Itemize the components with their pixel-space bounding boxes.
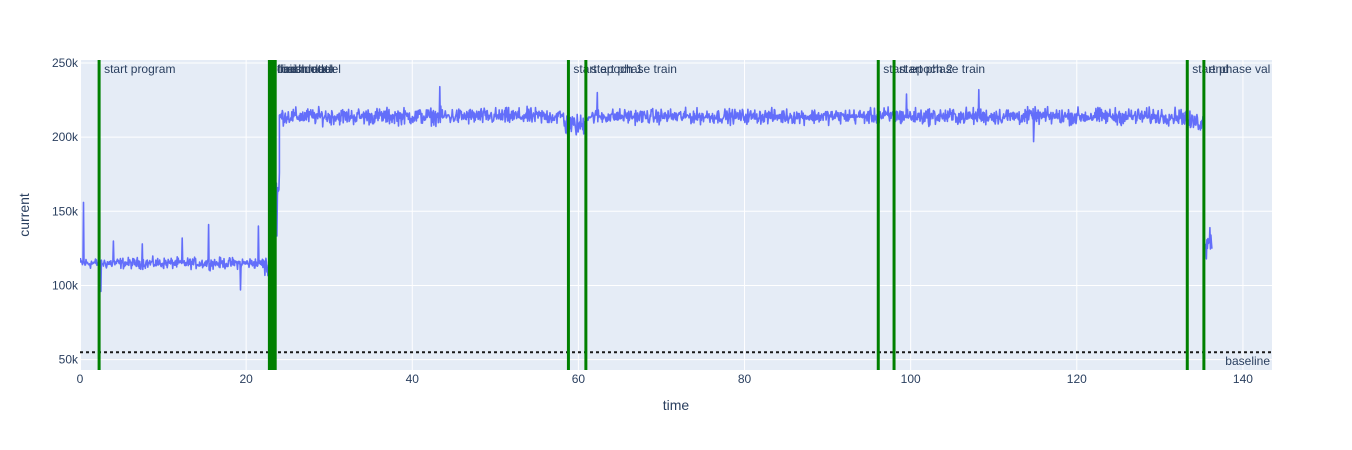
y-tick-label: 250k [52, 56, 79, 70]
vertical-marker-label: start program [104, 62, 175, 76]
grid [79, 60, 1272, 370]
vertical-marker-label: start phase train [899, 62, 985, 76]
x-tick-label: 60 [572, 372, 586, 386]
y-tick-label: 200k [52, 130, 79, 144]
x-tick-label: 20 [239, 372, 253, 386]
y-tick-label: 50k [59, 353, 79, 367]
x-tick-label: 100 [901, 372, 921, 386]
vertical-marker-label: start phase train [591, 62, 677, 76]
x-tick-label: 120 [1067, 372, 1087, 386]
x-tick-label: 140 [1233, 372, 1253, 386]
x-tick-label: 40 [406, 372, 420, 386]
plot-area [80, 60, 1272, 370]
vertical-marker-label: start epoch 2 [883, 62, 953, 76]
x-tick-label: 80 [738, 372, 752, 386]
baseline-label: baseline [1225, 354, 1270, 368]
vertical-marker-label: start epoch 1 [573, 62, 643, 76]
vertical-marker-label: end [1209, 62, 1229, 76]
vertical-marker-label: load model [274, 62, 333, 76]
y-axis-ticks: 50k 100k 150k 200k 250k [52, 56, 79, 367]
y-axis-title: current [16, 193, 32, 237]
vertical-marker-label: load data [279, 62, 329, 76]
x-axis-title: time [663, 397, 690, 413]
x-axis-ticks: 0 20 40 60 80 100 120 140 [77, 372, 1254, 386]
x-tick-label: 0 [77, 372, 84, 386]
y-tick-label: 150k [52, 204, 79, 218]
vertical-marker-label: start phase val [1192, 62, 1270, 76]
vertical-marker-label: finish model [277, 62, 341, 76]
y-tick-label: 100k [52, 278, 79, 292]
vertical-marker-label: finish data [280, 62, 335, 76]
